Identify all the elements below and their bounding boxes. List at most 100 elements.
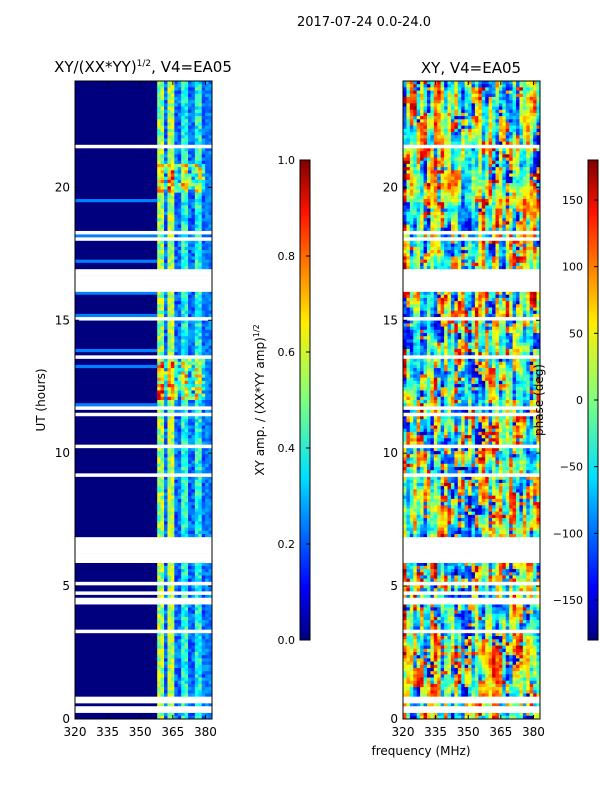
phase-cell xyxy=(444,218,448,222)
amplitude-cell xyxy=(194,128,199,133)
phase-cell xyxy=(505,224,510,229)
amplitude-gap xyxy=(75,355,212,359)
amplitude-gap xyxy=(75,581,212,586)
phase-cell xyxy=(468,243,472,248)
amplitude-cell xyxy=(194,189,199,194)
phase-cell xyxy=(457,87,462,91)
phase-cell xyxy=(409,170,414,174)
phase-cell xyxy=(526,250,531,254)
phase-cell xyxy=(454,138,459,143)
phase-cell xyxy=(509,221,513,225)
phase-cell xyxy=(416,112,421,117)
amplitude-cell xyxy=(194,607,199,611)
amplitude-cell xyxy=(191,313,196,318)
phase-cell xyxy=(416,227,421,232)
amplitude-plot-frame xyxy=(74,80,213,720)
amplitude-cell xyxy=(157,301,162,305)
phase-cell xyxy=(461,202,466,206)
amplitude-cell xyxy=(191,329,196,334)
amplitude-cell xyxy=(170,671,175,675)
amplitude-cell xyxy=(177,514,182,519)
phase-cell xyxy=(512,189,517,194)
phase-cell xyxy=(426,128,431,133)
amplitude-cell xyxy=(188,342,192,347)
amplitude-cell xyxy=(198,403,203,407)
phase-cell xyxy=(526,90,531,95)
amplitude-cell xyxy=(205,141,209,146)
amplitude-cell xyxy=(191,186,196,190)
phase-cell xyxy=(406,141,411,146)
amplitude-cell xyxy=(181,687,185,691)
amplitude-cell xyxy=(194,677,199,682)
phase-cell xyxy=(485,116,490,120)
phase-cell xyxy=(464,218,469,222)
phase-cell xyxy=(426,87,431,91)
phase-cell xyxy=(447,112,452,117)
amplitude-cell xyxy=(177,183,182,187)
phase-cell xyxy=(498,205,503,209)
amplitude-cell xyxy=(191,642,196,647)
amplitude-cell xyxy=(164,482,168,487)
phase-cell xyxy=(413,106,418,111)
amplitude-cell xyxy=(160,214,165,219)
amplitude-cell xyxy=(164,527,168,532)
amplitude-cell xyxy=(198,132,203,136)
amplitude-cell xyxy=(174,310,179,315)
amplitude-cell xyxy=(177,368,182,372)
amplitude-cell xyxy=(194,87,199,91)
phase-cell xyxy=(423,90,428,95)
phase-cell xyxy=(403,183,407,187)
phase-cell xyxy=(498,160,503,165)
phase-cell xyxy=(430,125,435,130)
phase-cell xyxy=(526,163,531,168)
phase-cell xyxy=(444,195,448,200)
phase-cell xyxy=(461,81,466,85)
amplitude-cell xyxy=(191,479,196,484)
amplitude-cell xyxy=(181,425,185,430)
phase-cell xyxy=(461,170,466,174)
amplitude-cell xyxy=(170,119,175,123)
phase-cell xyxy=(536,87,540,91)
phase-cell xyxy=(406,106,411,111)
phase-cell xyxy=(522,157,527,162)
amplitude-cell xyxy=(201,361,206,366)
phase-cell xyxy=(512,208,517,213)
phase-cell xyxy=(519,170,524,174)
amplitude-cell xyxy=(174,214,179,219)
phase-cell xyxy=(471,125,476,130)
phase-cell xyxy=(474,250,479,254)
amplitude-cell xyxy=(191,400,196,404)
amplitude-cell xyxy=(164,170,168,174)
amplitude-cell xyxy=(164,715,168,719)
amplitude-cell xyxy=(160,224,165,229)
phase-cell xyxy=(498,202,503,206)
phase-cell xyxy=(512,109,517,114)
amplitude-cell xyxy=(201,585,206,589)
amplitude-cell xyxy=(160,639,165,643)
phase-cell xyxy=(471,87,476,91)
amplitude-cell xyxy=(198,122,203,127)
amplitude-cell xyxy=(184,476,189,481)
phase-cell xyxy=(478,81,483,85)
amplitude-cell xyxy=(177,377,182,382)
amplitude-cell xyxy=(205,380,209,385)
phase-cell xyxy=(457,128,462,133)
phase-cell xyxy=(498,151,503,155)
amplitude-cell xyxy=(191,87,196,91)
amplitude-cell xyxy=(160,199,165,203)
phase-cell xyxy=(505,208,510,213)
amplitude-cell xyxy=(188,715,192,719)
phase-cell xyxy=(526,176,531,181)
amplitude-cell xyxy=(167,301,172,305)
amplitude-cell xyxy=(194,304,199,308)
phase-cell xyxy=(495,106,500,111)
amplitude-cell xyxy=(201,396,206,401)
amplitude-cell xyxy=(177,326,182,331)
amplitude-cell xyxy=(160,380,165,385)
phase-cell xyxy=(464,192,469,197)
phase-cell xyxy=(471,141,476,146)
phase-cell xyxy=(416,90,421,95)
phase-cell xyxy=(519,122,524,127)
phase-cell xyxy=(457,106,462,111)
amplitude-cell xyxy=(177,438,182,442)
